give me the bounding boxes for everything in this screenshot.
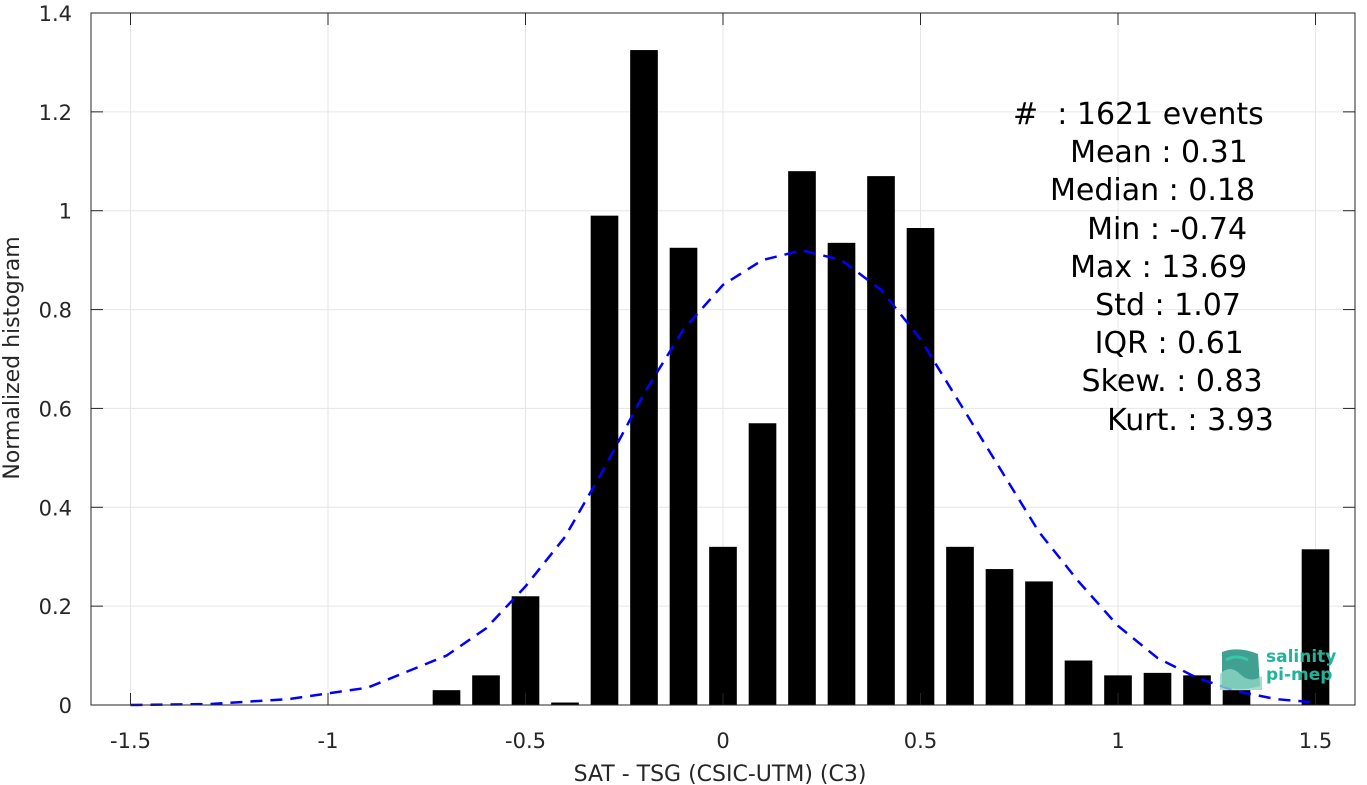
histogram-bar — [906, 228, 935, 705]
histogram-bar — [551, 702, 579, 705]
x-tick-label: -1.5 — [110, 729, 151, 753]
histogram-bars — [432, 50, 1330, 706]
histogram-bar — [748, 423, 777, 705]
y-tick-label: 0.2 — [39, 595, 72, 619]
y-tick-label: 0.6 — [39, 397, 72, 421]
x-tick-label: -1 — [318, 729, 339, 753]
stat-iqr: IQR : 0.61 — [1066, 326, 1244, 362]
stat-events: # : 1621 events — [1013, 97, 1264, 132]
histogram-bar — [669, 247, 698, 706]
y-tick-label: 0.8 — [39, 299, 72, 323]
histogram-bar — [709, 546, 737, 705]
wave-logo-icon — [1220, 649, 1262, 690]
histogram-bar — [867, 176, 895, 706]
x-tick-label: 1 — [1111, 729, 1124, 753]
x-tick-label: 0 — [716, 729, 729, 753]
stat-skew: Skew. : 0.83 — [1072, 364, 1263, 400]
histogram-bar — [1301, 549, 1330, 705]
histogram-bar — [1143, 672, 1172, 705]
histogram-bar — [432, 690, 461, 705]
stat-max: Max : 13.69 — [1051, 249, 1248, 285]
y-tick-label: 0.4 — [39, 496, 72, 520]
y-tick-label: 1 — [59, 200, 72, 224]
histogram-bar — [511, 596, 540, 705]
stat-median: Median : 0.18 — [1050, 173, 1256, 209]
axis-ticks — [91, 12, 1355, 706]
x-tick-label: 0.5 — [904, 729, 937, 753]
logo-line-1: salinity — [1266, 647, 1337, 667]
grid-lines — [91, 12, 1355, 706]
x-tick-label: 1.5 — [1299, 729, 1332, 753]
salinity-pimep-logo: salinity pi-mep — [1218, 646, 1348, 692]
stat-kurt: Kurt. : 3.93 — [1088, 402, 1274, 438]
y-tick-label: 1.2 — [39, 101, 72, 125]
statistics-box: # : 1621 events Mean : 0.31 Median : 0.1… — [940, 96, 1340, 440]
y-axis-label: Normalized histogram — [0, 236, 25, 479]
histogram-bar — [472, 675, 500, 705]
histogram-bar — [946, 546, 974, 705]
x-tick-label: -0.5 — [505, 729, 546, 753]
stat-std: Std : 1.07 — [1057, 288, 1241, 324]
y-tick-labels: 0 0.2 0.4 0.6 0.8 1 1.2 1.4 — [39, 2, 72, 718]
histogram-bar — [1064, 660, 1093, 705]
histogram-bar — [827, 242, 856, 706]
histogram-bar — [1222, 690, 1251, 705]
stat-min: Min : -0.74 — [1068, 211, 1248, 247]
stat-mean: Mean : 0.31 — [1051, 135, 1248, 171]
x-axis-label: SAT - TSG (CSIC-UTM) (C3) — [574, 762, 867, 785]
y-tick-label: 1.4 — [39, 2, 72, 26]
histogram-bar — [590, 215, 619, 705]
logo-line-2: pi-mep — [1266, 665, 1333, 685]
histogram-bar — [788, 171, 816, 705]
y-tick-label: 0 — [59, 694, 72, 718]
histogram-bar — [1025, 581, 1053, 705]
x-tick-labels: -1.5 -1 -0.5 0 0.5 1 1.5 — [110, 729, 1332, 753]
histogram-bar — [985, 569, 1014, 705]
histogram-bar — [630, 50, 658, 706]
